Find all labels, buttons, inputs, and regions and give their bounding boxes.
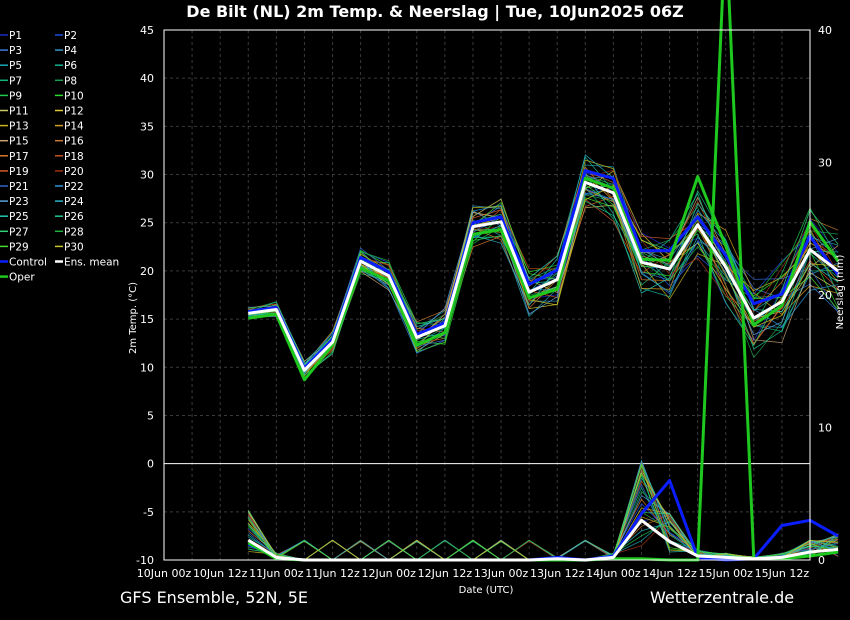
x-tick-label: 12Jun 00z [361,567,416,580]
y-tick-label-temp: 35 [140,120,154,133]
x-tick-label: 13Jun 00z [474,567,529,580]
legend-label: P26 [64,211,84,223]
x-axis-label: Date (UTC) [459,585,514,596]
legend-label: P19 [9,166,29,178]
legend-label: P9 [9,90,22,102]
legend-label: P6 [64,60,77,72]
x-tick-label: 11Jun 00z [249,567,304,580]
x-tick-label: 14Jun 00z [586,567,641,580]
y-tick-label-precip: 0 [818,554,825,567]
legend-label: P5 [9,60,22,72]
footer-source: Wetterzentrale.de [650,588,795,607]
legend-label: Ens. mean [64,257,119,269]
x-tick-label: 12Jun 12z [418,567,473,580]
y-tick-label-precip: 40 [818,24,832,37]
legend-label: P14 [64,121,84,133]
legend-label: P13 [9,121,29,133]
x-tick-label: 11Jun 12z [305,567,360,580]
legend-label: P18 [64,151,84,163]
legend-label: P22 [64,181,84,193]
x-tick-label: 10Jun 12z [193,567,248,580]
legend-label: P29 [9,241,29,253]
legend-label: P24 [64,196,84,208]
legend-label: P12 [64,106,84,118]
footer-model-info: GFS Ensemble, 52N, 5E [120,588,308,607]
legend-label: P25 [9,211,29,223]
x-tick-label: 10Jun 00z [137,567,192,580]
y-tick-label-temp: 25 [140,217,154,230]
legend: P1 P2 P3 P4 P5 P6 P7 P8 P9 P10 P11 P12 P13 P14 P15 P16 P… [0,30,119,284]
legend-label: P21 [9,181,29,193]
legend-label: P15 [9,136,29,148]
y-tick-label-temp: 0 [147,458,154,471]
x-tick-label: 13Jun 12z [530,567,585,580]
legend-label: P30 [64,241,84,253]
y-tick-label-temp: 10 [140,361,154,374]
legend-label: P7 [9,75,22,87]
y-tick-label-precip: 30 [818,157,832,170]
legend-label: P2 [64,30,77,42]
axes: -10 -5 0 5 10 15 20 25 30 35 40 45 0 10 20 30 40 10Jun 00… [136,24,832,580]
y-tick-label-temp: 30 [140,169,154,182]
legend-label: Control [9,257,47,269]
y-tick-label-precip: 10 [818,422,832,435]
legend-label: P8 [64,75,77,87]
legend-label: P20 [64,166,84,178]
y-axis-label-temp: 2m Temp. (°C) [128,282,139,354]
ens-mean-temp-line [248,180,840,372]
x-tick-label: 14Jun 12z [642,567,697,580]
y-tick-label-temp: -5 [143,506,154,519]
x-tick-label: 15Jun 12z [755,567,810,580]
chart-title: De Bilt (NL) 2m Temp. & Neerslag | Tue, … [186,2,683,22]
legend-label: P1 [9,30,22,42]
y-tick-label-temp: 20 [140,265,154,278]
legend-label: P11 [9,106,29,118]
legend-label: P28 [64,226,84,238]
legend-label: P17 [9,151,29,163]
legend-label: Oper [9,272,35,284]
y-tick-label-temp: 45 [140,24,154,37]
plot-frame [163,29,811,561]
legend-label: P16 [64,136,84,148]
y-tick-label-temp: 5 [147,409,154,422]
oper-temp-line [248,175,840,382]
legend-label: P23 [9,196,29,208]
y-tick-label-temp: -10 [136,554,154,567]
legend-label: P10 [64,90,84,102]
y-tick-label-precip: 20 [818,289,832,302]
y-tick-label-temp: 15 [140,313,154,326]
legend-label: P4 [64,45,77,57]
legend-label: P3 [9,45,22,57]
y-axis-label-precip: Neerslag (mm) [835,254,846,329]
y-tick-label-temp: 40 [140,72,154,85]
x-tick-label: 15Jun 00z [699,567,754,580]
legend-label: P27 [9,226,29,238]
